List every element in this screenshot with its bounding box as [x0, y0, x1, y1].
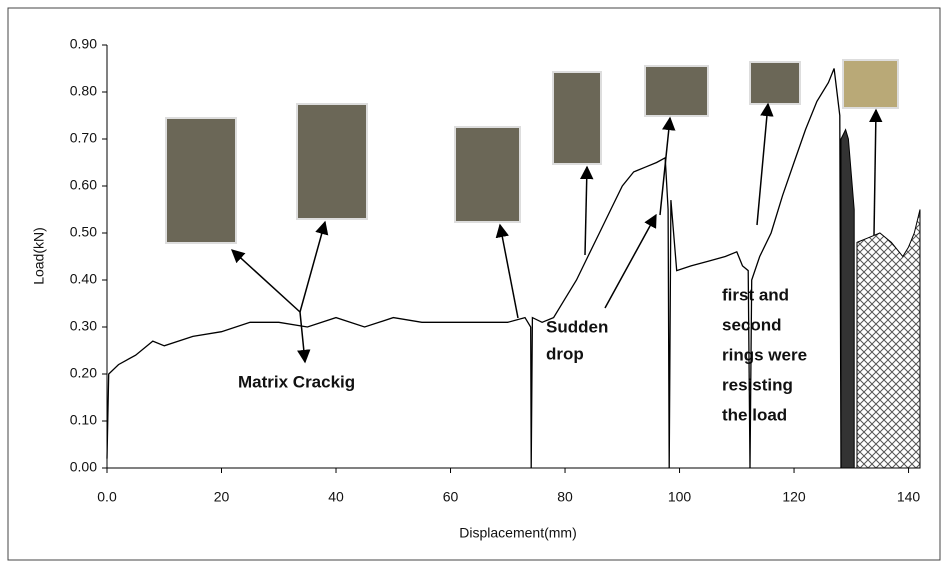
x-tick-label: 80: [557, 489, 573, 505]
x-tick-label: 0.0: [97, 489, 117, 505]
x-tick-label: 140: [897, 489, 921, 505]
annotation: rings were: [722, 345, 807, 364]
y-tick-label: 0.30: [70, 318, 97, 334]
load-line: [106, 68, 842, 469]
y-tick-label: 0.00: [70, 459, 97, 475]
x-tick-label: 20: [214, 489, 230, 505]
y-tick-label: 0.70: [70, 130, 97, 146]
annotation: drop: [546, 344, 584, 363]
y-tick-label: 0.60: [70, 177, 97, 193]
frame: [7, 7, 941, 561]
x-tick-label: 100: [668, 489, 692, 505]
annotation: the load: [722, 405, 787, 424]
x-axis-label: Displacement(mm): [459, 525, 576, 541]
annotation: first and: [722, 285, 789, 304]
y-tick-label: 0.80: [70, 83, 97, 99]
shaded-area: [856, 209, 921, 469]
x-tick-label: 40: [328, 489, 344, 505]
y-tick-label: 0.50: [70, 224, 97, 240]
x-tick-label: 120: [782, 489, 806, 505]
annotation: Sudden: [546, 317, 608, 336]
arrows: [231, 102, 883, 364]
shaded-area: [840, 128, 855, 469]
photos: [165, 59, 899, 244]
y-tick-label: 0.10: [70, 412, 97, 428]
y-tick-label: 0.40: [70, 271, 97, 287]
x-tick-label: 60: [443, 489, 459, 505]
y-tick-label: 0.90: [70, 36, 97, 52]
annotation: resisting: [722, 375, 793, 394]
y-axis-label: Load(kN): [31, 227, 47, 285]
annotation: Matrix Crackig: [238, 372, 355, 391]
y-tick-label: 0.20: [70, 365, 97, 381]
